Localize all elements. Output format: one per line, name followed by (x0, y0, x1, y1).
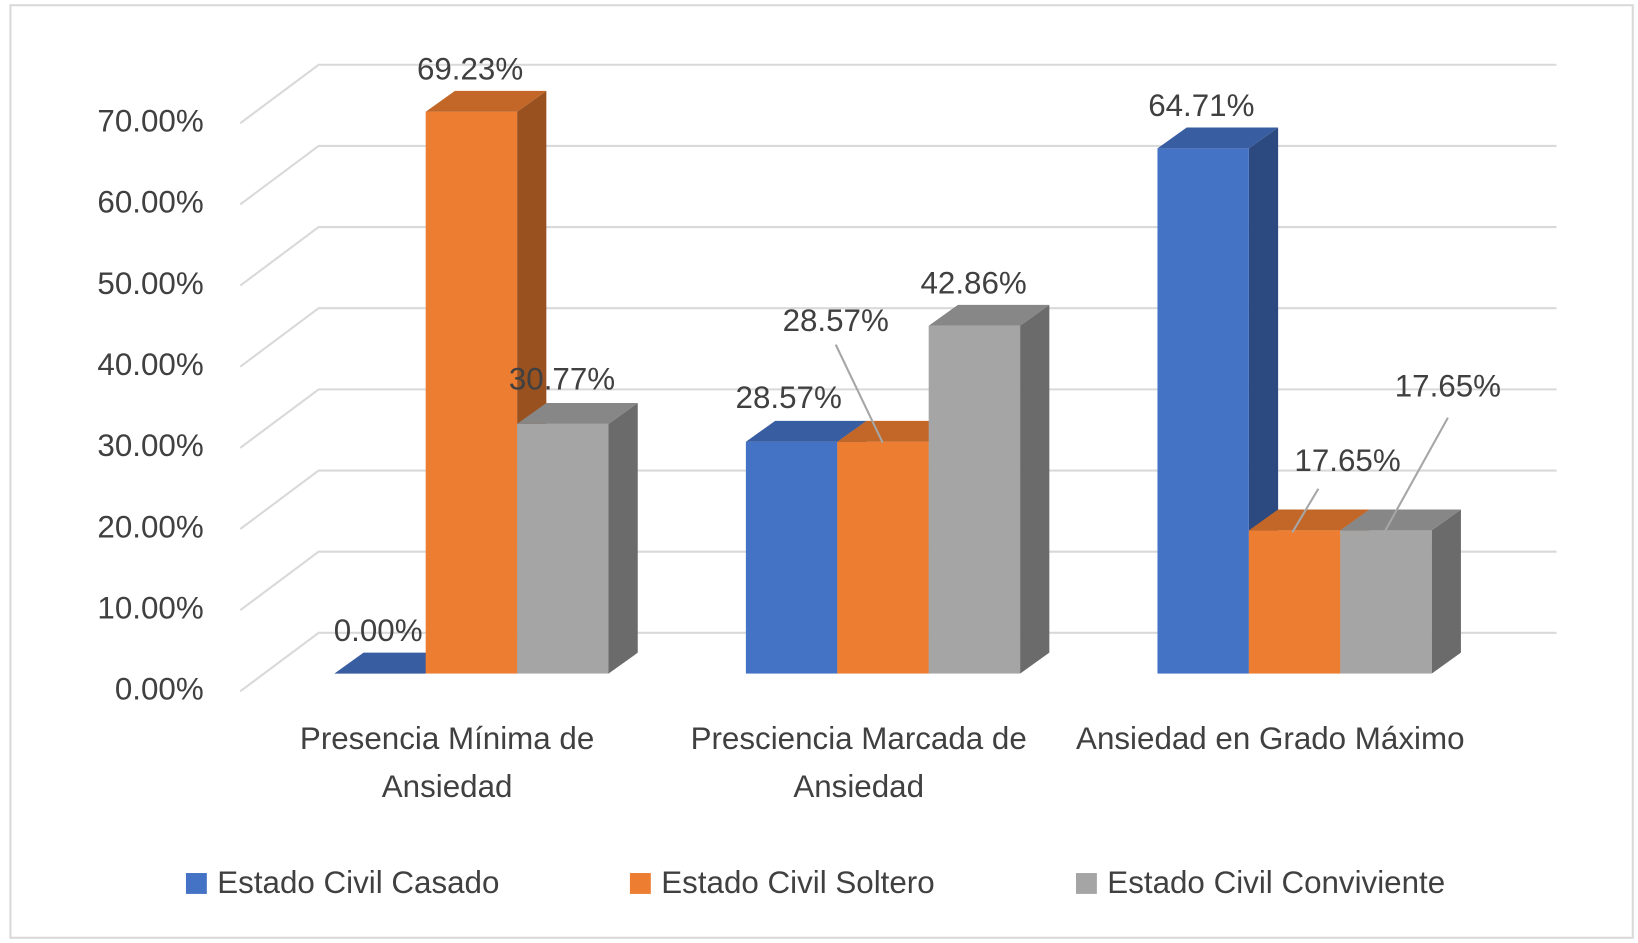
legend-label: Estado Civil Casado (217, 865, 499, 900)
legend-swatch (629, 873, 651, 894)
data-label: 28.57% (736, 380, 842, 415)
bar (425, 111, 518, 674)
bar-top (334, 652, 455, 674)
leader-line (834, 344, 884, 444)
legend-label: Estado Civil Soltero (661, 865, 934, 900)
bar (928, 325, 1021, 674)
grid-line (239, 631, 1557, 693)
data-label: 0.00% (334, 613, 423, 648)
y-tick-label: 20.00% (97, 509, 203, 544)
grid-line (239, 307, 1557, 368)
leader-line (1291, 488, 1320, 534)
x-tick-label-box: Ansiedad en Grado Máximo (1076, 721, 1465, 757)
bar-top (837, 420, 958, 442)
bar-top (1157, 127, 1279, 149)
bar (745, 441, 838, 674)
leader-line (1383, 417, 1449, 534)
bar-side (608, 402, 638, 674)
x-tick-label: Ansiedad en Grado Máximo (1076, 721, 1465, 757)
bar-top (1248, 509, 1370, 531)
data-label: 64.71% (1148, 88, 1254, 123)
grid-line (239, 550, 1557, 612)
legend-swatch (185, 873, 207, 894)
y-tick-label: 60.00% (97, 185, 203, 220)
grid-line (239, 388, 1557, 449)
bar-top (1340, 509, 1461, 531)
bar (1157, 148, 1249, 674)
grid-line (239, 226, 1557, 287)
legend-swatch (1075, 873, 1097, 894)
bar-top (517, 402, 638, 424)
x-tick-label: Presencia Mínima de Ansiedad (299, 721, 595, 805)
y-tick-label: 50.00% (97, 266, 203, 301)
y-tick-label: 70.00% (97, 104, 203, 139)
grid-line (239, 63, 1557, 125)
x-tick-label-box: Presciencia Marcada de Ansiedad (690, 721, 1027, 805)
data-label: 28.57% (783, 303, 889, 338)
bar-top (928, 304, 1050, 326)
data-label: 17.65% (1395, 369, 1501, 404)
bar (1340, 530, 1432, 674)
bar-side (1431, 509, 1461, 674)
legend-label: Estado Civil Conviviente (1107, 865, 1445, 900)
bar (1248, 530, 1341, 674)
bar-top (745, 420, 867, 442)
y-tick-label: 30.00% (97, 428, 203, 463)
y-tick-label: 10.00% (97, 590, 203, 625)
data-label: 30.77% (509, 361, 615, 396)
bar (837, 441, 929, 674)
bar (517, 423, 609, 674)
data-label: 17.65% (1294, 443, 1400, 478)
data-label: 42.86% (920, 265, 1026, 300)
grid-line (239, 144, 1557, 206)
grid-line (239, 469, 1557, 530)
y-tick-label: 0.00% (115, 672, 204, 707)
x-tick-label-box: Presencia Mínima de Ansiedad (299, 721, 595, 805)
x-tick-label: Presciencia Marcada de Ansiedad (690, 721, 1027, 805)
bar-side (1020, 304, 1050, 674)
bar-top (425, 90, 547, 112)
y-tick-label: 40.00% (97, 347, 203, 382)
data-label: 69.23% (417, 51, 523, 86)
